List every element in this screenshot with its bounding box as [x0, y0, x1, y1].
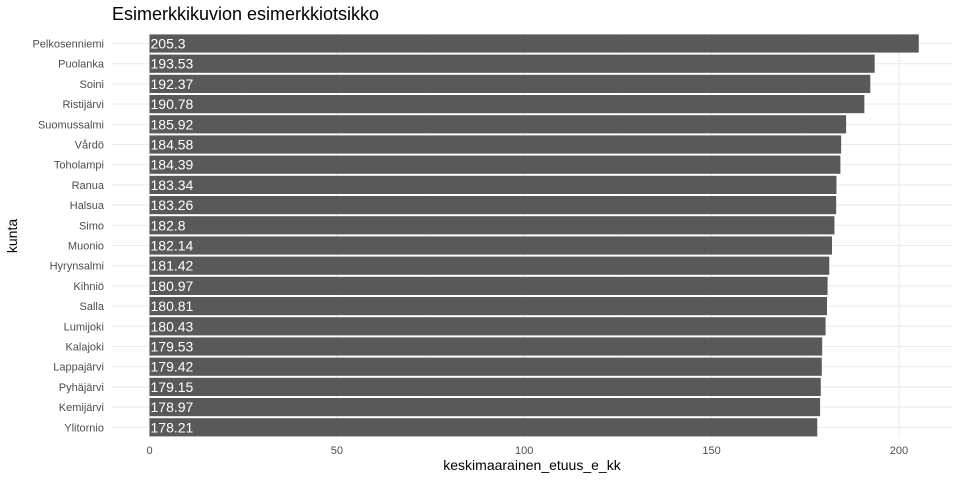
x-tick-label: 0 [146, 445, 152, 457]
y-tick-label: Salla [80, 301, 105, 313]
bar [149, 196, 837, 215]
bar [149, 418, 818, 437]
y-tick-label: Kihniö [73, 281, 104, 293]
y-tick-label: Puolanka [58, 59, 105, 71]
bar [149, 155, 841, 174]
y-tick-label: Simo [79, 220, 104, 232]
bar-value-label: 192.37 [151, 76, 194, 92]
x-tick-label: 150 [702, 445, 720, 457]
y-tick-label: Soini [80, 79, 104, 91]
bar [149, 74, 871, 93]
bar-value-label: 180.43 [151, 318, 194, 334]
bar-value-label: 182.8 [151, 217, 186, 233]
x-tick-label: 50 [331, 445, 343, 457]
bar [149, 357, 822, 376]
bar-value-label: 178.21 [151, 419, 194, 435]
x-tick-label: 100 [515, 445, 533, 457]
y-tick-label: Pelkosenniemi [32, 39, 104, 51]
y-tick-label: Toholampi [54, 160, 104, 172]
bar-value-label: 178.97 [151, 399, 194, 415]
bar [149, 276, 828, 295]
y-tick-label: Ylitornio [64, 422, 104, 434]
y-axis-title: kunta [4, 219, 20, 253]
grid-lines [112, 33, 952, 438]
y-tick-label: Halsua [70, 200, 105, 212]
bar-value-label: 180.97 [151, 278, 194, 294]
bar-value-label: 184.58 [151, 137, 194, 153]
bar-value-label: 193.53 [151, 56, 194, 72]
y-tick-label: Hyrynsalmi [50, 261, 104, 273]
bar-value-label: 183.34 [151, 177, 194, 193]
bar-value-label: 179.42 [151, 359, 194, 375]
bar [149, 115, 847, 134]
bar-value-label: 179.53 [151, 339, 194, 355]
x-axis-title: keskimaarainen_etuus_e_kk [443, 457, 621, 473]
bar [149, 54, 875, 73]
bar [149, 95, 865, 114]
y-tick-label: Pyhäjärvi [59, 382, 104, 394]
y-tick-label: Lappajärvi [53, 362, 104, 374]
bar-value-label: 181.42 [151, 258, 194, 274]
y-tick-label: Kemijärvi [59, 402, 104, 414]
x-tick-label: 200 [890, 445, 908, 457]
bar [149, 317, 826, 336]
bar-value-label: 179.15 [151, 379, 194, 395]
bar [149, 256, 830, 275]
bar [149, 135, 842, 154]
y-tick-label: Vårdö [75, 140, 104, 152]
y-tick-label: Muonio [68, 241, 104, 253]
y-tick-label: Kalajoki [65, 342, 104, 354]
bar-value-label: 180.81 [151, 298, 194, 314]
chart-title: Esimerkkikuvion esimerkkiotsikko [112, 4, 379, 24]
bar-value-label: 190.78 [151, 96, 194, 112]
bar [149, 236, 832, 255]
bars: 205.3 193.53 192.37 190.78 185.92 184.58 184.3… [149, 34, 919, 437]
bar [149, 398, 821, 417]
y-tick-label: Lumijoki [64, 321, 104, 333]
bar [149, 34, 919, 53]
bar-value-label: 184.39 [151, 157, 194, 173]
bar [149, 216, 835, 235]
bar [149, 297, 827, 316]
bar-value-label: 183.26 [151, 197, 194, 213]
bar [149, 175, 837, 194]
y-tick-label: Ranua [72, 180, 105, 192]
y-tick-labels: Pelkosenniemi Puolanka Soini Ristijärvi Suom… [32, 39, 104, 435]
bar-value-label: 185.92 [151, 116, 194, 132]
bar [149, 377, 821, 396]
bar-value-label: 182.14 [151, 238, 194, 254]
y-tick-label: Suomussalmi [38, 119, 104, 131]
bar [149, 337, 823, 356]
x-tick-labels: 0 50 100 150 200 [146, 445, 908, 457]
y-tick-label: Ristijärvi [62, 99, 104, 111]
bar-value-label: 205.3 [151, 36, 186, 52]
